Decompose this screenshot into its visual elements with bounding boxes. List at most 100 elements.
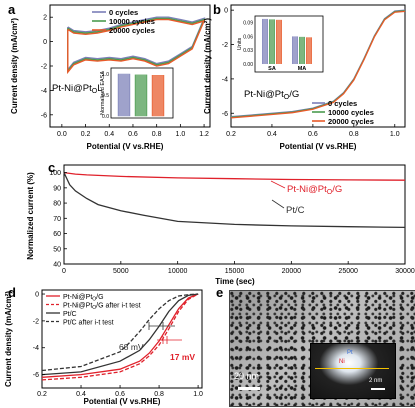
panel-a-ytick-label: -4 bbox=[41, 88, 47, 95]
panel-d-ytick-label: -2 bbox=[33, 318, 39, 325]
panel-b-ytick-label: -4 bbox=[222, 76, 228, 83]
panel-d-ytick-label: -6 bbox=[33, 372, 39, 379]
panel-b-inset-xlabel: MA bbox=[298, 66, 307, 72]
panel-b-inset-bar bbox=[306, 37, 312, 64]
panel-d-letter: d bbox=[8, 285, 16, 300]
panel-a-sample-label: Pt-Ni@PtOL bbox=[52, 83, 102, 95]
panel-c-label-ptc-text: Pt/C bbox=[286, 205, 305, 216]
panel-b-inset-ytick-label: 0.03 bbox=[243, 48, 253, 54]
panel-d-legend-label: Pt/C bbox=[63, 311, 77, 318]
panel-b-legend-label: 20000 cycles bbox=[328, 117, 374, 126]
panel-c-xtick-label: 0 bbox=[62, 268, 66, 275]
panel-c-xtick-label: 15000 bbox=[225, 268, 245, 275]
panel-c-series-1 bbox=[63, 172, 406, 229]
panel-a-ticks: 0.0 0.2 0.4 0.6 0.8 1.0 1.2 2 0 -2 -4 -6 bbox=[41, 15, 209, 138]
panel-b-frame bbox=[230, 4, 406, 128]
panel-a: a 0.0 0.2 0.4 0.6 0.8 1.0 1.2 2 0 -2 -4 -6 0 cycles… bbox=[8, 2, 211, 151]
panel-b-inset-ytick-label: 0.00 bbox=[243, 62, 253, 68]
panel-e-scalebar bbox=[238, 387, 260, 390]
panel-b-inset-bar bbox=[262, 18, 268, 65]
panel-a-ylabel: Current density (mA/cm²) bbox=[10, 18, 19, 114]
panel-b-ylabel: Current density (mA/cm²) bbox=[203, 18, 212, 114]
panel-e-inset-arrow bbox=[315, 368, 389, 369]
panel-d-annotation-17: 17 mV bbox=[157, 336, 195, 362]
panel-c-ytick-label: 40 bbox=[53, 262, 61, 269]
panel-a-xlabel: Potential (V vs.RHE) bbox=[87, 142, 164, 151]
panel-b-ytick-label: -2 bbox=[222, 42, 228, 49]
panel-a-inset-ytick-label: 0.0 bbox=[102, 114, 109, 120]
panel-d: d 0.2 0.4 0.6 0.8 1.0 0 -2 -4 -6 Pt-Ni@PtO/GPt-N… bbox=[4, 285, 203, 406]
panel-c-label-ptni-arrow bbox=[270, 180, 286, 189]
panel-c-ytick-label: 70 bbox=[53, 216, 61, 223]
panel-e-inset-label-ni: Ni bbox=[339, 359, 345, 365]
panel-a-xtick-label: 0.4 bbox=[104, 131, 114, 138]
panel-d-xtick-label: 1.0 bbox=[193, 391, 203, 398]
panel-a-ytick-label: 0 bbox=[43, 39, 47, 46]
panel-d-curves bbox=[41, 293, 199, 381]
panel-a-inset: 1.0 0.5 0.0 bbox=[102, 72, 165, 120]
panel-a-curves bbox=[67, 16, 206, 75]
panel-b-inset-ytick-label: 0.06 bbox=[243, 34, 253, 40]
panel-c-xtick-label: 20000 bbox=[282, 268, 302, 275]
panel-b-inset-xlabel: SA bbox=[268, 66, 276, 72]
panel-c-xtick-label: 5000 bbox=[113, 268, 129, 275]
panel-b-inset-bar bbox=[269, 19, 275, 65]
panel-a-inset-ytick-label: 1.0 bbox=[102, 72, 109, 78]
panel-b-ticks: 0.2 0.4 0.6 0.8 1.0 0 -2 -4 -6 bbox=[222, 8, 400, 138]
panel-c-curves bbox=[63, 171, 406, 229]
panel-d-series-2 bbox=[41, 293, 199, 376]
panel-b-ytick-label: 0 bbox=[224, 8, 228, 15]
panel-d-ytick-label: 0 bbox=[35, 292, 39, 299]
panel-b-xlabel: Potential (V vs.RHE) bbox=[280, 142, 357, 151]
panel-d-ytick-label: -4 bbox=[33, 345, 39, 352]
panel-a-legend-label: 10000 cycles bbox=[109, 17, 155, 26]
panel-c: c 0 5000 10000 15000 20000 25000 30000 100 90 80 7… bbox=[26, 160, 415, 286]
panel-d-ylabel: Current density (mA/cm²) bbox=[4, 291, 13, 387]
panel-e-inset-scalebar-label: 2 nm bbox=[369, 378, 383, 384]
panel-d-legend: Pt-Ni@PtO/GPt-Ni@PtO/G after i-t testPt/… bbox=[46, 294, 141, 326]
panel-b-letter: b bbox=[213, 2, 221, 17]
panel-d-annot-68-text: 68 mV bbox=[119, 342, 144, 352]
panel-d-legend-label: Pt-Ni@PtO/G bbox=[63, 294, 104, 303]
panel-a-inset-ytick-label: 0.5 bbox=[102, 93, 109, 99]
panel-c-xtick-label: 10000 bbox=[168, 268, 188, 275]
panel-c-ytick-label: 60 bbox=[53, 231, 61, 238]
panel-d-xtick-label: 0.8 bbox=[154, 391, 164, 398]
panel-d-legend-label: Pt-Ni@PtO/G after i-t test bbox=[63, 302, 141, 311]
panel-a-xtick-label: 0.0 bbox=[57, 131, 67, 138]
panel-a-ytick-label: -6 bbox=[41, 112, 47, 119]
panel-d-legend-label: Pt/C after i-t test bbox=[63, 319, 114, 326]
panel-b-xtick-label: 0.4 bbox=[267, 131, 277, 138]
panel-c-letter: c bbox=[48, 160, 55, 175]
panel-b-xtick-label: 1.0 bbox=[390, 131, 400, 138]
panel-c-ytick-label: 90 bbox=[53, 185, 61, 192]
panel-a-series-2 bbox=[67, 18, 206, 75]
panel-d-xtick-label: 0.6 bbox=[115, 391, 125, 398]
panel-d-series-3 bbox=[41, 293, 199, 372]
panel-c-label-ptc-arrow bbox=[271, 199, 285, 209]
panel-b-inset: 0.09 0.06 0.03 0.00 SA MA bbox=[243, 18, 312, 72]
panel-a-ytick-label: 2 bbox=[43, 15, 47, 22]
panel-b-legend-label: 10000 cycles bbox=[328, 108, 374, 117]
panel-c-ylabel: Normalized current (%) bbox=[26, 172, 35, 260]
panel-a-xtick-label: 0.8 bbox=[152, 131, 162, 138]
panel-d-annot-17-text: 17 mV bbox=[170, 352, 195, 362]
panel-e-inset-scalebar bbox=[371, 388, 385, 390]
panel-e-tem-image: 20 nm Pt Ni 2 nm bbox=[229, 290, 415, 407]
panel-c-label-ptc: Pt/C bbox=[271, 199, 305, 216]
panel-c-xtick-label: 30000 bbox=[395, 268, 415, 275]
panel-b-inset-ylabel: Units bbox=[237, 37, 243, 50]
panel-b-xtick-label: 0.2 bbox=[226, 131, 236, 138]
panel-a-xtick-label: 1.0 bbox=[176, 131, 186, 138]
panel-c-label-ptni: Pt-Ni@PtO/G bbox=[270, 180, 342, 196]
panel-c-ticks: 0 5000 10000 15000 20000 25000 30000 100 90 80 70 6… bbox=[49, 170, 415, 275]
panel-d-frame bbox=[41, 289, 203, 389]
panel-b: b 0.2 0.4 0.6 0.8 1.00-2-4-6 0.090.060.030.0… bbox=[203, 2, 406, 151]
panel-e-scalebar-label: 20 nm bbox=[234, 371, 260, 381]
panel-a-legend-label: 20000 cycles bbox=[109, 26, 155, 35]
panel-c-xtick-label: 25000 bbox=[338, 268, 358, 275]
panel-b-inset-bar bbox=[299, 36, 305, 64]
panel-c-label-ptni-text: Pt-Ni@PtO/G bbox=[287, 184, 342, 196]
